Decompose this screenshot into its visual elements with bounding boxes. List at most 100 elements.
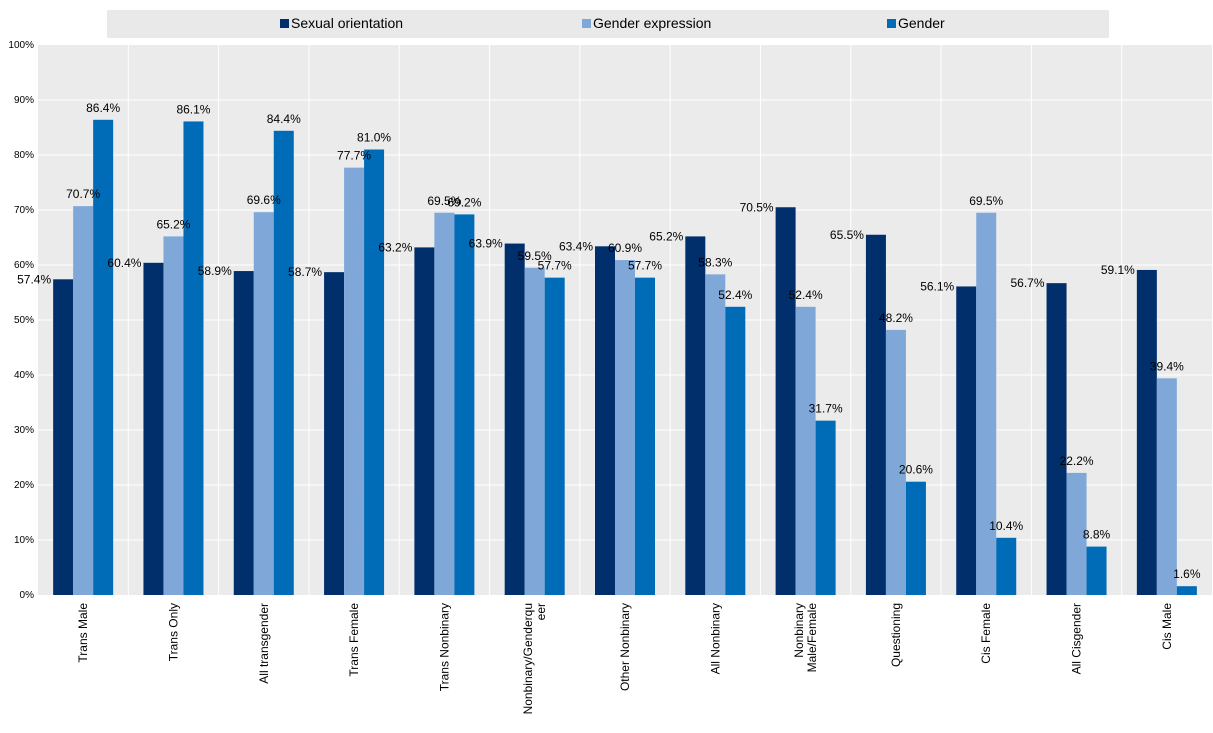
bar [865, 234, 886, 595]
data-label: 57.7% [538, 259, 572, 273]
bar [1086, 546, 1107, 595]
x-tick-label-line: Questioning [889, 603, 903, 667]
bar [163, 236, 184, 595]
data-label: 69.2% [447, 195, 481, 209]
data-label: 56.7% [1011, 276, 1045, 290]
x-tick-label: All Cisgender [1070, 603, 1084, 674]
legend-swatch [887, 19, 896, 28]
x-tick-label: Questioning [889, 603, 903, 667]
x-tick-label: Cis Female [979, 603, 993, 664]
bar [73, 206, 94, 595]
y-tick-label: 100% [8, 40, 34, 51]
x-tick-label-line: Other Nonbinary [618, 603, 632, 691]
bar [885, 329, 906, 595]
x-axis: Trans Male Trans Only All transgender Trans… [76, 603, 1174, 715]
data-label: 57.4% [17, 272, 51, 286]
x-tick-label-line: Male/Female [805, 603, 819, 673]
legend: Sexual orientation Gender expression Gende… [107, 10, 1109, 38]
x-tick-label-line: eer [534, 603, 548, 620]
legend-swatch [280, 19, 289, 28]
data-label: 60.9% [608, 241, 642, 255]
data-label: 48.2% [879, 311, 913, 325]
y-tick-label: 10% [14, 535, 34, 546]
value-labels: 57.4% 60.4% 58.9% 58.7% 63.2% 63.9% 63.4% 65.2%… [17, 101, 1201, 581]
bar [815, 420, 836, 595]
data-label: 1.6% [1173, 567, 1201, 581]
legend-label: Sexual orientation [291, 15, 403, 31]
data-label: 70.7% [66, 187, 100, 201]
data-label: 56.1% [920, 279, 954, 293]
legend-background [107, 10, 1109, 38]
y-tick-label: 50% [14, 315, 34, 326]
bar [1176, 586, 1197, 595]
x-tick-label: Trans Nonbinary [437, 603, 451, 691]
y-tick-label: 20% [14, 480, 34, 491]
x-tick-label: Nonbinary Male/Female [792, 603, 819, 673]
y-tick-label: 90% [14, 95, 34, 106]
legend-label: Gender [898, 15, 945, 31]
y-tick-label: 60% [14, 260, 34, 271]
bar [454, 214, 475, 595]
bars [53, 119, 1197, 596]
data-label: 81.0% [357, 131, 391, 145]
bar [1136, 269, 1157, 595]
bar [976, 212, 997, 595]
bar [1046, 283, 1067, 595]
data-label: 58.7% [288, 265, 322, 279]
bar [344, 167, 365, 595]
data-label: 63.4% [559, 239, 593, 253]
y-tick-label: 30% [14, 425, 34, 436]
y-tick-label: 40% [14, 370, 34, 381]
y-axis: 0% 10% 20% 30% 40% 50% 60% 70% 80% 90% 100% [8, 40, 34, 601]
x-tick-label: Trans Male [76, 603, 90, 663]
x-tick-label-line: Trans Only [166, 603, 180, 661]
bar [434, 212, 455, 595]
x-tick-label: Trans Female [347, 603, 361, 677]
x-tick-label: All Nonbinary [708, 603, 722, 674]
data-label: 8.8% [1083, 528, 1111, 542]
bar [1066, 472, 1087, 595]
x-tick-label-line: Trans Nonbinary [437, 603, 451, 691]
x-tick-label-line: All transgender [257, 603, 271, 684]
data-label: 69.5% [969, 194, 1003, 208]
data-label: 77.7% [337, 149, 371, 163]
data-label: 70.5% [740, 200, 774, 214]
bar [725, 306, 746, 595]
bar [183, 121, 204, 595]
x-tick-label-line: Trans Female [347, 603, 361, 677]
bar [53, 279, 74, 595]
data-label: 86.1% [176, 102, 210, 116]
data-label: 65.2% [156, 217, 190, 231]
bar [705, 274, 726, 595]
bar [364, 149, 385, 595]
legend-item: Sexual orientation [280, 15, 403, 31]
bar [253, 212, 274, 595]
data-label: 58.9% [198, 264, 232, 278]
bar [544, 277, 565, 595]
bar [775, 207, 796, 595]
bar [143, 262, 164, 595]
x-tick-label-line: Nonbinary/Genderqu [521, 603, 535, 714]
bar [324, 272, 345, 595]
y-tick-label: 80% [14, 150, 34, 161]
data-label: 20.6% [899, 463, 933, 477]
data-label: 60.4% [107, 256, 141, 270]
data-label: 65.5% [830, 228, 864, 242]
x-tick-label: Cis Male [1160, 603, 1174, 650]
bar [273, 130, 294, 596]
y-tick-label: 0% [20, 590, 35, 601]
x-tick-label: Other Nonbinary [618, 603, 632, 691]
x-tick-label-line: Nonbinary [792, 603, 806, 658]
bar [956, 286, 977, 595]
data-label: 69.5% [427, 194, 461, 208]
bar [524, 267, 545, 595]
data-label: 31.7% [809, 402, 843, 416]
bar [414, 247, 435, 595]
data-label: 52.4% [789, 288, 823, 302]
legend-item: Gender expression [582, 15, 711, 31]
x-tick-label: Nonbinary/Genderqu eer [521, 603, 548, 714]
bar [233, 271, 254, 595]
bar [635, 277, 655, 595]
bar [1156, 378, 1177, 595]
data-label: 63.2% [378, 240, 412, 254]
